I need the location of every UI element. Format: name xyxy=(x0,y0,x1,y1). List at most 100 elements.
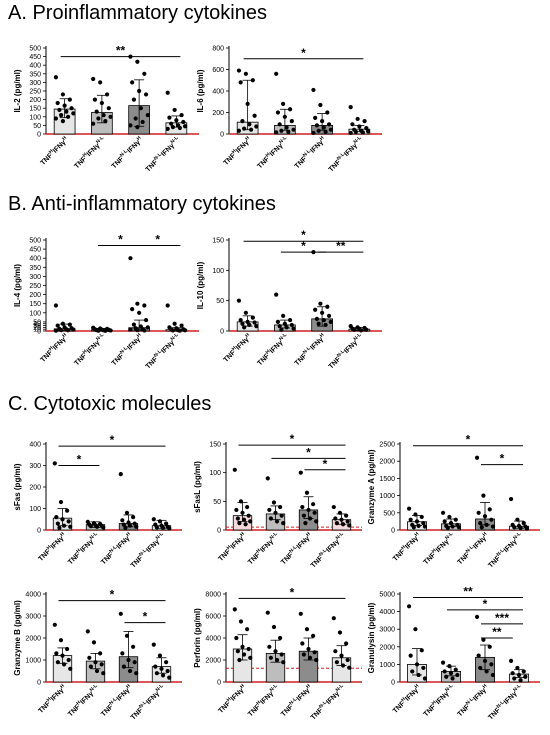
data-point xyxy=(53,328,59,333)
x-category-label: TNFN-LIFNγH xyxy=(109,332,144,367)
y-tick-label: 100 xyxy=(212,268,224,275)
data-point xyxy=(482,658,488,663)
data-point xyxy=(364,327,369,332)
data-point xyxy=(347,523,352,528)
significance-label: * xyxy=(466,433,471,447)
significance-label: * xyxy=(118,232,123,246)
data-point xyxy=(142,303,147,308)
data-point xyxy=(282,321,287,326)
data-point xyxy=(65,508,70,513)
data-point xyxy=(128,123,133,128)
data-point xyxy=(66,657,71,663)
data-point xyxy=(61,662,67,667)
data-point xyxy=(271,500,277,505)
x-category-label: TNFN-LIFNγH xyxy=(279,531,314,566)
data-point xyxy=(314,519,319,524)
y-tick-label: 2000 xyxy=(25,636,41,643)
y-tick-label: 0 xyxy=(217,680,221,687)
y-tick-label: 0 xyxy=(391,528,395,535)
data-point xyxy=(273,510,278,515)
data-point xyxy=(313,307,318,312)
y-axis-label: Granulysin (pg/ml) xyxy=(367,602,376,673)
data-point xyxy=(289,119,294,124)
data-point xyxy=(154,671,159,676)
data-point xyxy=(508,658,514,663)
x-category-label: TNFHIFNγN-L xyxy=(66,531,101,566)
significance-label: * xyxy=(110,588,115,602)
data-point xyxy=(334,660,339,665)
data-point xyxy=(60,92,65,97)
x-category-label: TNFN-LIFNγH xyxy=(109,135,144,170)
y-tick-label: 800 xyxy=(212,46,224,53)
significance-label: ** xyxy=(336,239,346,253)
x-category-label: TNFN-LIFNγH xyxy=(292,332,327,367)
data-point xyxy=(157,653,163,658)
y-tick-label: 2000 xyxy=(379,644,395,651)
data-point xyxy=(118,472,123,477)
data-point xyxy=(93,660,98,665)
data-point xyxy=(59,112,64,118)
data-point xyxy=(243,310,248,315)
data-point xyxy=(245,101,250,106)
data-point xyxy=(234,635,239,641)
data-point xyxy=(444,674,449,679)
y-tick-label: 150 xyxy=(209,442,221,449)
data-point xyxy=(347,665,352,670)
data-point xyxy=(232,467,237,472)
data-point xyxy=(489,517,494,522)
data-point xyxy=(96,328,101,333)
data-point xyxy=(289,322,294,328)
data-point xyxy=(314,657,319,663)
data-point xyxy=(490,672,496,678)
y-tick-label: 50 xyxy=(213,499,221,506)
data-point xyxy=(241,517,247,522)
data-point xyxy=(157,519,163,524)
y-tick-label: 100 xyxy=(29,310,41,317)
data-point xyxy=(66,519,71,524)
data-point xyxy=(164,660,169,665)
significance-label: * xyxy=(301,228,306,242)
data-point xyxy=(521,521,526,526)
data-point xyxy=(137,310,142,315)
x-category-label: TNFHIFNγH xyxy=(36,531,68,563)
y-tick-label: 0 xyxy=(220,329,224,336)
data-point xyxy=(277,122,282,127)
y-tick-label: 0 xyxy=(220,132,224,139)
x-category-label: TNFN-LIFNγN-L xyxy=(486,531,525,570)
data-point xyxy=(515,517,520,522)
data-point xyxy=(450,524,455,529)
data-point xyxy=(340,522,346,527)
y-tick-label: 200 xyxy=(29,97,41,104)
data-point xyxy=(151,642,156,647)
x-category-label: TNFHIFNγH xyxy=(221,135,253,167)
data-point xyxy=(490,524,496,529)
data-point xyxy=(281,660,286,665)
data-point xyxy=(524,526,530,531)
data-point xyxy=(484,522,489,527)
data-point xyxy=(134,671,139,676)
significance-label: * xyxy=(290,432,295,446)
y-axis-label: IL-4 (pg/ml) xyxy=(13,264,22,307)
significance-label: * xyxy=(301,46,306,60)
data-point xyxy=(118,611,123,616)
data-point xyxy=(85,629,90,634)
data-point xyxy=(311,633,316,638)
data-point xyxy=(291,127,296,132)
data-point xyxy=(353,129,358,134)
data-point xyxy=(508,496,514,502)
data-point xyxy=(240,119,245,124)
y-tick-label: 2000 xyxy=(379,459,395,466)
data-point xyxy=(103,119,108,124)
data-point xyxy=(165,303,170,308)
data-point xyxy=(318,301,323,306)
data-point xyxy=(516,672,522,678)
data-point xyxy=(91,640,97,645)
data-point xyxy=(518,678,523,683)
data-point xyxy=(64,109,69,114)
x-category-label: TNFHIFNγH xyxy=(221,332,253,364)
data-point xyxy=(518,525,523,531)
data-point xyxy=(323,129,328,134)
data-point xyxy=(96,116,101,121)
data-point xyxy=(127,668,133,674)
